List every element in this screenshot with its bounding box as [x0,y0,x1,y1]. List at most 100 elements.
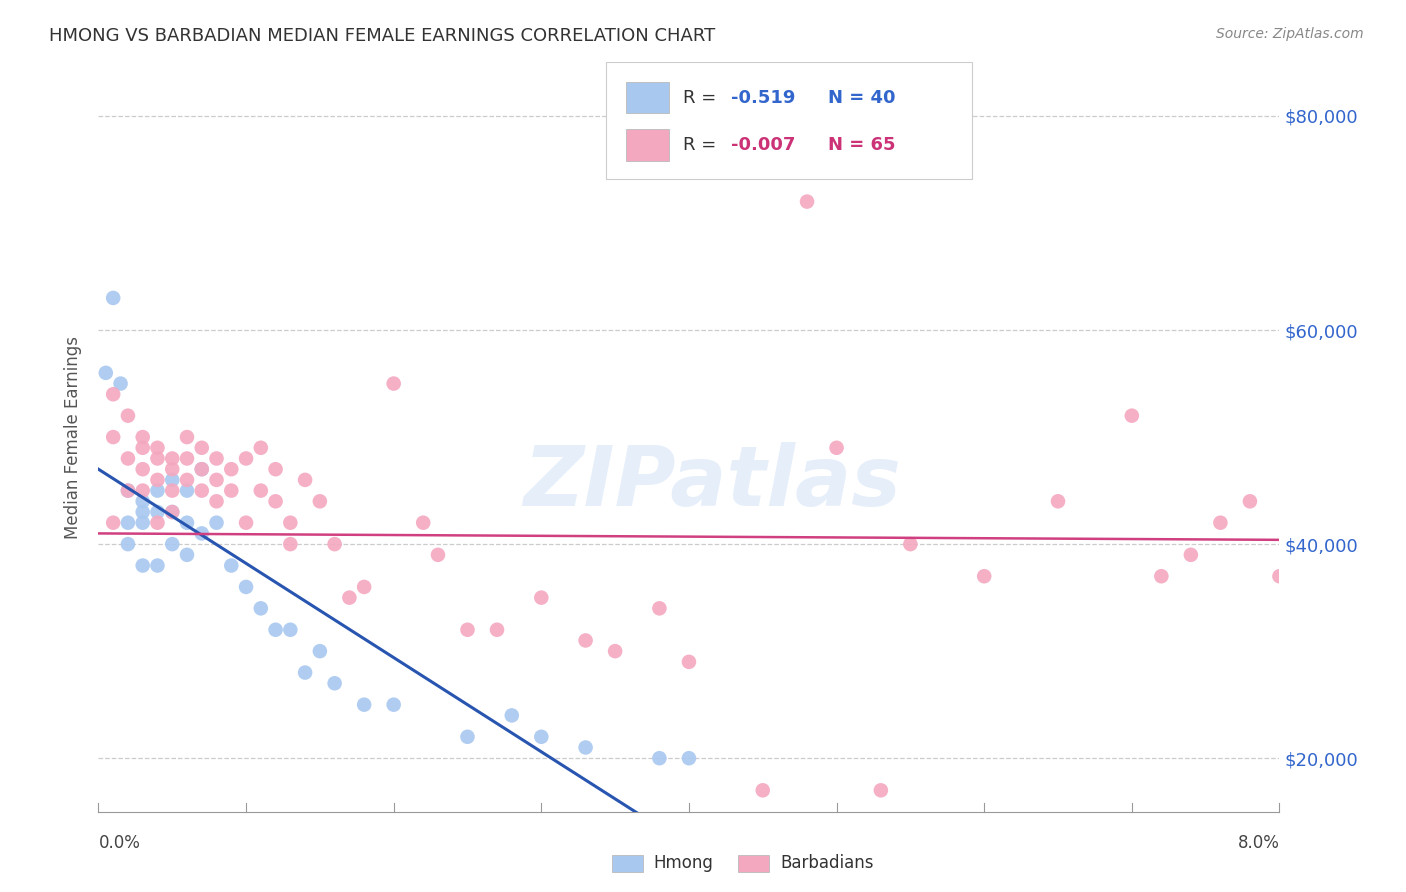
Text: 0.0%: 0.0% [98,834,141,852]
Point [796,880,818,892]
Point [309,644,332,658]
Text: -0.519: -0.519 [731,88,796,107]
Point [264,494,287,508]
Point [132,516,155,530]
Point [221,558,243,573]
Point [94,366,117,380]
Point [191,462,214,476]
Point [132,494,155,508]
Point [162,451,183,466]
Text: ZIPatlas: ZIPatlas [523,442,901,523]
Text: R =: R = [683,88,723,107]
Point [678,655,700,669]
Point [162,537,183,551]
Point [457,623,479,637]
Point [323,676,346,690]
FancyBboxPatch shape [626,82,669,113]
Point [412,516,434,530]
Point [973,569,995,583]
Point [235,580,257,594]
Point [176,548,198,562]
Point [176,516,198,530]
Point [648,601,671,615]
Point [146,558,169,573]
Point [723,858,745,872]
Point [382,376,405,391]
Point [825,441,848,455]
Point [146,483,169,498]
Point [205,473,228,487]
Point [162,473,183,487]
FancyBboxPatch shape [606,62,973,178]
Point [575,740,598,755]
Point [117,409,139,423]
Text: N = 65: N = 65 [828,136,896,153]
Point [280,537,302,551]
Point [176,430,198,444]
Point [605,644,627,658]
Point [191,526,214,541]
Text: N = 40: N = 40 [828,88,896,107]
Point [191,483,214,498]
Point [339,591,361,605]
Text: Barbadians: Barbadians [780,855,875,872]
Point [221,462,243,476]
Point [117,483,139,498]
Point [1180,548,1202,562]
Point [103,387,125,401]
Point [146,505,169,519]
Point [162,462,183,476]
Point [235,451,257,466]
Point [870,783,893,797]
Point [1268,569,1291,583]
Point [309,494,332,508]
Point [530,730,553,744]
Point [110,376,132,391]
Point [117,483,139,498]
FancyBboxPatch shape [738,855,769,872]
Point [353,580,375,594]
Point [162,505,183,519]
Point [752,783,775,797]
Point [132,558,155,573]
Point [501,708,523,723]
Point [146,473,169,487]
Point [162,483,183,498]
Point [250,483,273,498]
Point [221,483,243,498]
Point [146,516,169,530]
Point [1150,569,1173,583]
Point [1121,409,1143,423]
FancyBboxPatch shape [626,129,669,161]
Point [796,194,818,209]
Point [427,548,450,562]
Point [250,441,273,455]
Point [132,430,155,444]
Point [132,483,155,498]
Point [191,462,214,476]
Point [264,462,287,476]
Point [457,730,479,744]
Point [486,623,509,637]
Text: Source: ZipAtlas.com: Source: ZipAtlas.com [1216,27,1364,41]
FancyBboxPatch shape [612,855,643,872]
Point [264,623,287,637]
Point [176,473,198,487]
Text: HMONG VS BARBADIAN MEDIAN FEMALE EARNINGS CORRELATION CHART: HMONG VS BARBADIAN MEDIAN FEMALE EARNING… [49,27,716,45]
Point [530,591,553,605]
Point [250,601,273,615]
Point [146,451,169,466]
Point [117,516,139,530]
Point [117,537,139,551]
Point [191,441,214,455]
Point [205,516,228,530]
Point [205,451,228,466]
Point [382,698,405,712]
Point [294,665,316,680]
Point [648,751,671,765]
Point [575,633,598,648]
Text: R =: R = [683,136,723,153]
Text: Hmong: Hmong [654,855,714,872]
Point [176,483,198,498]
Point [294,473,316,487]
